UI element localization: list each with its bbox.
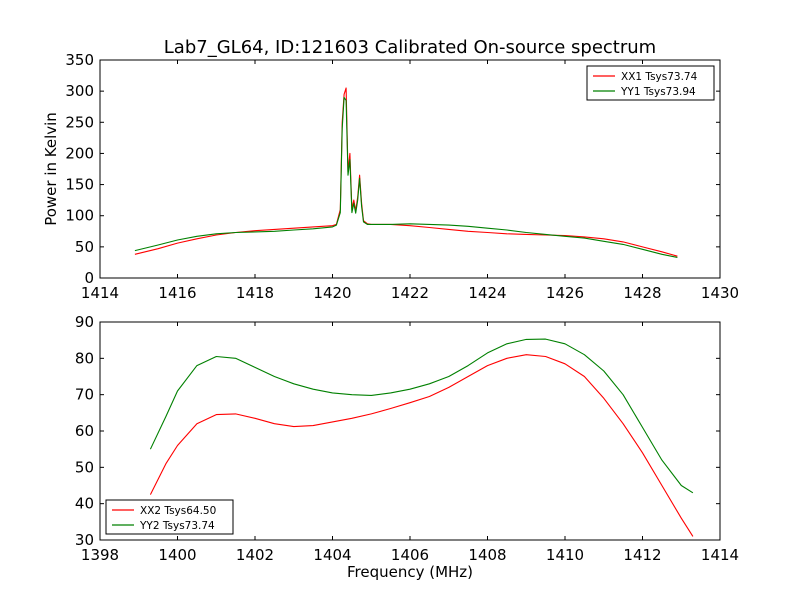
top-xtick-label: 1426	[546, 284, 584, 302]
top-ytick-label: 50	[75, 238, 94, 256]
top-xtick-label: 1430	[701, 284, 739, 302]
bottom-plot: 1398 1400 1402 1404 1406 1408 1410 1412 1414 30 40…	[75, 313, 739, 581]
bottom-series-0-line	[149, 354, 694, 537]
top-xtick-label: 1428	[623, 284, 661, 302]
bottom-xtick-label: 1406	[391, 546, 429, 564]
bottom-xtick-label: 1402	[236, 546, 274, 564]
bottom-xtick-label: 1412	[623, 546, 661, 564]
bottom-ytick-label: 90	[75, 313, 94, 331]
bottom-legend-label-1: YY2 Tsys73.74	[139, 520, 215, 532]
top-xtick-label: 1416	[158, 284, 196, 302]
top-legend-label-1: YY1 Tsys73.94	[620, 86, 696, 98]
bottom-xlabel: Frequency (MHz)	[347, 563, 473, 581]
top-ylabel: Power in Kelvin	[42, 112, 60, 226]
bottom-ytick-label: 50	[75, 458, 94, 476]
top-ytick-label: 100	[65, 207, 94, 225]
bottom-xtick-label: 1398	[81, 546, 119, 564]
bottom-ytick-label: 80	[75, 349, 94, 367]
bottom-legend-label-0: XX2 Tsys64.50	[140, 505, 216, 517]
bottom-legend: XX2 Tsys64.50 YY2 Tsys73.74	[105, 499, 234, 535]
top-xtick-label: 1414	[81, 284, 119, 302]
top-xtick-label: 1420	[313, 284, 351, 302]
top-axes-frame	[99, 59, 721, 279]
bottom-xtick-label: 1410	[546, 546, 584, 564]
bottom-ytick-label: 60	[75, 422, 94, 440]
bottom-legend-box	[105, 499, 234, 535]
top-plot: 1414 1416 1418 1420 1422 1424 1426 1428 1430 0 50 1…	[42, 51, 739, 302]
bottom-xtick-label: 1414	[701, 546, 739, 564]
top-series-1-line	[134, 96, 678, 258]
figure-title: Lab7_GL64, ID:121603 Calibrated On-sourc…	[164, 37, 656, 58]
bottom-ytick-label: 70	[75, 386, 94, 404]
bottom-series-1-line	[149, 338, 694, 494]
bottom-ytick-label: 30	[75, 531, 94, 549]
bottom-xtick-label: 1408	[468, 546, 506, 564]
top-legend-label-0: XX1 Tsys73.74	[621, 71, 698, 83]
top-legend-box	[586, 65, 715, 101]
bottom-ytick-label: 40	[75, 495, 94, 513]
top-ytick-label: 350	[65, 51, 94, 69]
bottom-xtick-label: 1404	[313, 546, 351, 564]
bottom-axes-frame	[99, 321, 721, 541]
top-xtick-label: 1418	[236, 284, 274, 302]
top-ytick-label: 0	[84, 269, 94, 287]
top-xtick-label: 1424	[468, 284, 506, 302]
top-legend: XX1 Tsys73.74 YY1 Tsys73.94	[586, 65, 715, 101]
top-ytick-label: 250	[65, 113, 94, 131]
top-ytick-label: 300	[65, 82, 94, 100]
top-ytick-label: 150	[65, 176, 94, 194]
top-ytick-label: 200	[65, 144, 94, 162]
top-xtick-label: 1422	[391, 284, 429, 302]
bottom-xtick-label: 1400	[158, 546, 196, 564]
